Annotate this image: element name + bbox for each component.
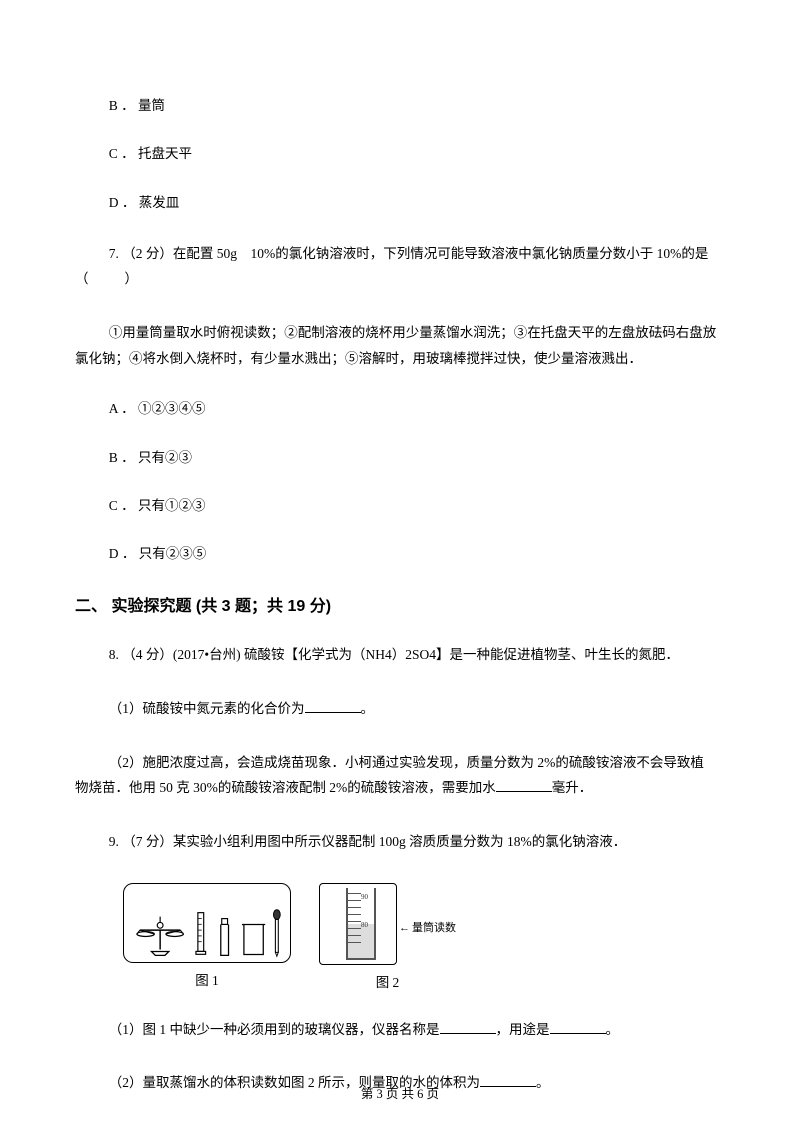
q8-sub2: （2）施肥浓度过高，会造成烧苗现象．小柯通过实验发现，质量分数为 2%的硫酸铵溶… <box>75 750 725 801</box>
question-7-detail: ①用量筒量取水时俯视读数；②配制溶液的烧杯用少量蒸馏水润洗；③在托盘天平的左盘放… <box>75 320 725 371</box>
figure-row: 图 1 90 80 <box>123 883 725 991</box>
cylinder-icon <box>194 908 208 958</box>
graduated-cylinder-icon: 90 80 <box>346 888 376 960</box>
blank-field <box>550 1020 606 1034</box>
q7-option-a: A ． ①②③④⑤ <box>75 399 725 419</box>
q7-option-b: B ． 只有②③ <box>75 448 725 468</box>
option-b: B ． 量筒 <box>75 96 725 116</box>
q7-option-c: C ． 只有①②③ <box>75 496 725 516</box>
balance-icon <box>134 912 186 958</box>
figure-2-block: 90 80 ←量筒读数 图 2 <box>319 883 456 991</box>
dropper-icon <box>272 908 282 958</box>
q7-line1: 7. （2 分）在配置 50g 10%的氯化钠溶液时，下列情况可能导致溶液中氯化… <box>75 241 725 267</box>
question-7-stem: 7. （2 分）在配置 50g 10%的氯化钠溶液时，下列情况可能导致溶液中氯化… <box>75 241 725 292</box>
blank-field <box>496 779 552 793</box>
figure-2: 90 80 <box>319 883 397 965</box>
blank-field <box>440 1020 496 1034</box>
bottle-icon <box>214 916 235 958</box>
q8-sub1: （1）硫酸铵中氮元素的化合价为。 <box>75 696 725 722</box>
q7-line2: （） <box>75 266 725 292</box>
page-footer: 第 3 页 共 6 页 <box>0 1083 800 1102</box>
question-8-stem: 8. （4 分）(2017•台州) 硫酸铵【化学式为（NH4）2SO4】是一种能… <box>75 642 725 668</box>
figure-1 <box>123 883 291 963</box>
option-c: C ． 托盘天平 <box>75 144 725 164</box>
beaker-icon <box>241 922 266 958</box>
figure-1-caption: 图 1 <box>195 969 219 989</box>
option-d: D ． 蒸发皿 <box>75 193 725 213</box>
section-2-title: 二、 实验探究题 (共 3 题；共 19 分) <box>75 592 725 616</box>
eye-reading-label: ←量筒读数 <box>399 883 456 965</box>
blank-field <box>305 699 361 713</box>
figure-2-caption: 图 2 <box>376 971 400 991</box>
figure-1-block: 图 1 <box>123 883 291 989</box>
q9-sub1: （1）图 1 中缺少一种必须用到的玻璃仪器，仪器名称是，用途是。 <box>75 1017 725 1043</box>
question-9-stem: 9. （7 分）某实验小组利用图中所示仪器配制 100g 溶质质量分数为 18%… <box>75 829 725 855</box>
q7-option-d: D ． 只有②③⑤ <box>75 544 725 564</box>
